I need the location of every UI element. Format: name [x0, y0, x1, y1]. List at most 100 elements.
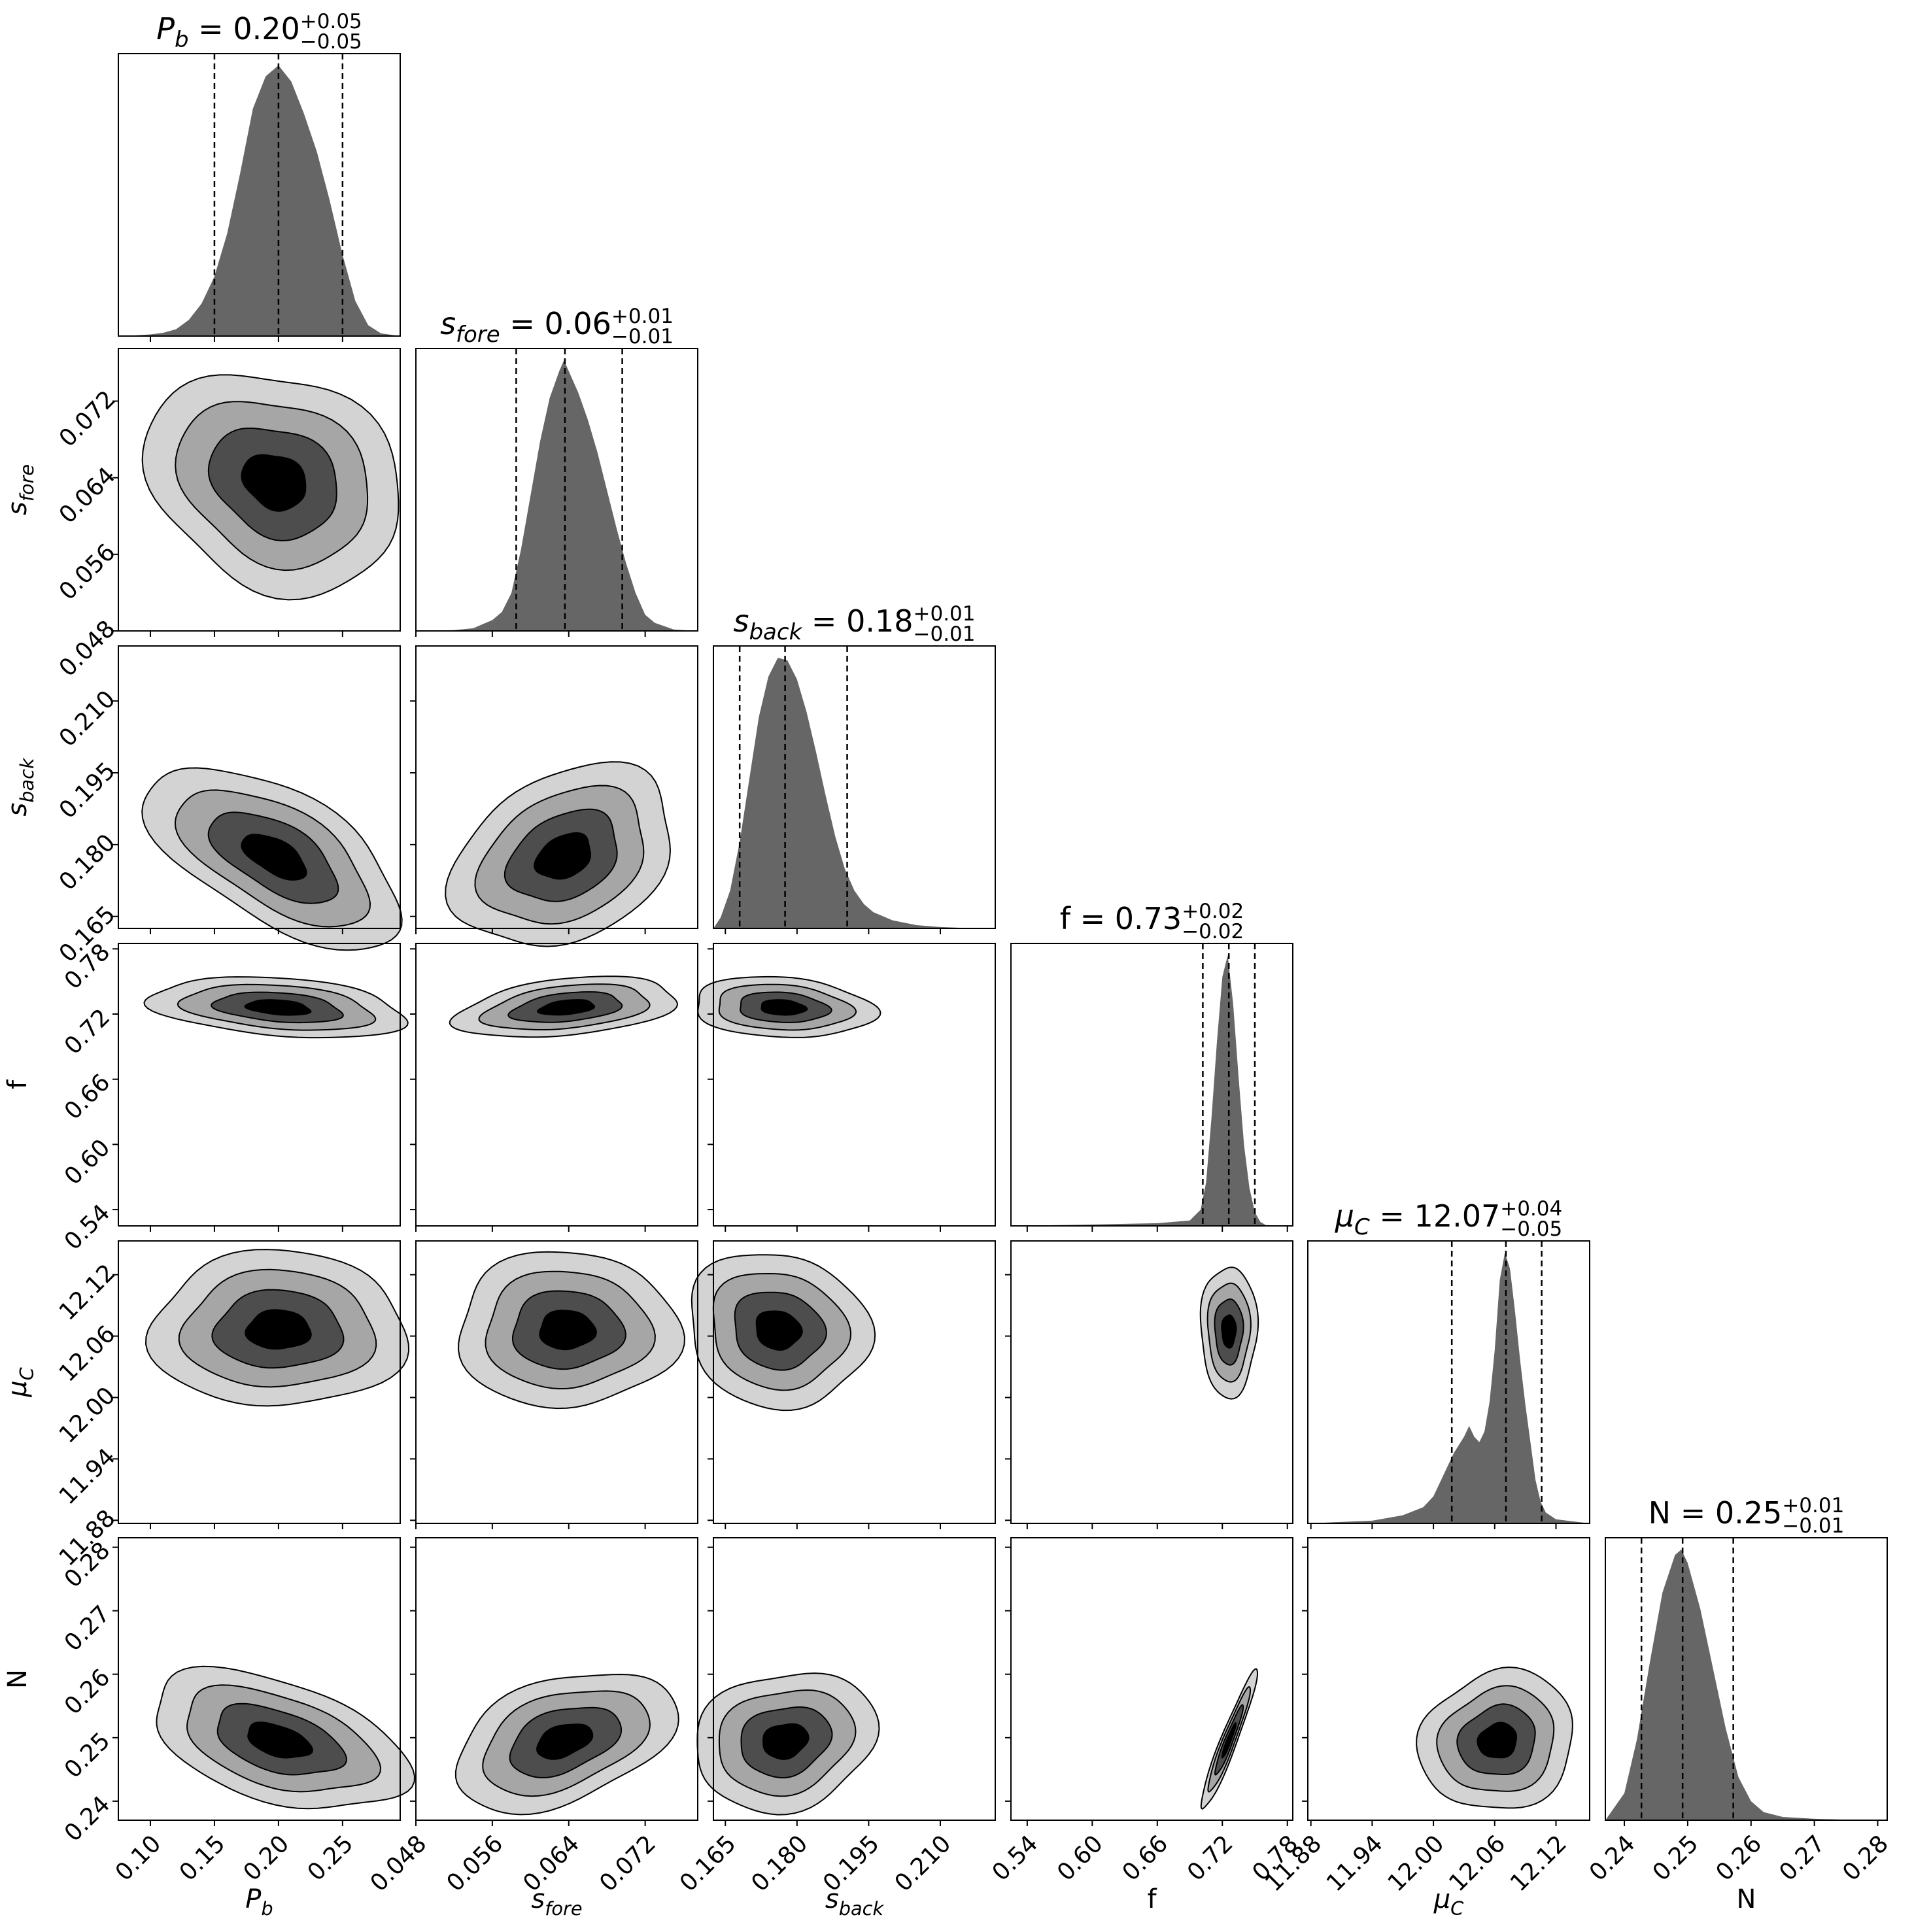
title-f: f = 0.73+0.02 [1060, 900, 1244, 936]
y-tick-label-muC: 11.94 [54, 1444, 121, 1510]
x-tick-label-sfore: 0.056 [441, 1830, 508, 1897]
x-tick-label-sfore: 0.048 [366, 1830, 432, 1897]
y-tick-label-muC: 12.00 [54, 1382, 121, 1449]
histogram-sback [713, 658, 995, 928]
x-tick-label-sback: 0.165 [675, 1830, 742, 1897]
y-tick-label-muC: 12.06 [54, 1321, 121, 1387]
x-tick-label-N: 0.24 [1584, 1830, 1641, 1886]
x-tick-label-N: 0.27 [1774, 1830, 1830, 1886]
x-tick-label-sfore: 0.072 [594, 1830, 661, 1897]
panel-frame-Pb-N [118, 1537, 401, 1821]
contour-sfore-sback-level-4 [534, 832, 592, 880]
panel-frame-muC-muC [1307, 1240, 1590, 1524]
contour-sfore-muC-level-4 [539, 1310, 597, 1351]
y-axis-label-N: N [3, 1669, 33, 1689]
panel-frame-sback-f [713, 943, 996, 1227]
y-tick-label-sfore: 0.072 [54, 386, 121, 452]
panel-frame-sfore-muC [415, 1240, 698, 1524]
x-tick-label-f: 0.60 [1052, 1830, 1108, 1886]
contour-Pb-N-level-4 [247, 1721, 313, 1759]
y-tick-label-sback: 0.195 [54, 757, 121, 824]
x-tick-label-f: 0.54 [987, 1830, 1044, 1886]
contour-Pb-sfore-level-4 [241, 454, 307, 512]
y-tick-label-sfore: 0.048 [54, 615, 121, 682]
x-tick-label-Pb: 0.15 [175, 1830, 231, 1886]
panel-frame-f-N [1010, 1537, 1293, 1821]
contour-muC-N-level-4 [1477, 1721, 1518, 1759]
panel-frame-Pb-f [118, 943, 401, 1227]
title-minus-sfore: −0.01 [611, 325, 674, 348]
y-tick-label-sback: 0.210 [54, 685, 121, 752]
x-axis-label-Pb: Pb [245, 1884, 273, 1920]
y-axis-label-sback: sback [3, 757, 38, 817]
panel-frame-N-N [1605, 1537, 1888, 1821]
x-tick-label-muC: 12.12 [1505, 1830, 1572, 1897]
histogram-muC [1308, 1253, 1590, 1523]
contour-Pb-sback-level-4 [241, 834, 307, 881]
x-axis-label-N: N [1737, 1884, 1756, 1914]
panel-frame-sback-N [713, 1537, 996, 1821]
contour-sback-muC-level-4 [755, 1310, 803, 1351]
histogram-N [1605, 1550, 1887, 1820]
panel-frame-sfore-sback [415, 645, 698, 929]
y-axis-label-f: f [3, 1079, 33, 1089]
x-tick-label-sfore: 0.064 [518, 1830, 585, 1897]
histogram-f [1011, 955, 1293, 1226]
y-tick-label-muC: 12.12 [54, 1259, 121, 1326]
panel-frame-sfore-sfore [415, 348, 698, 632]
y-tick-label-f: 0.72 [60, 1004, 116, 1060]
y-tick-label-f: 0.60 [60, 1134, 116, 1191]
y-tick-label-f: 0.66 [60, 1069, 116, 1125]
panel-frame-Pb-muC [118, 1240, 401, 1524]
x-axis-label-sback: sback [825, 1884, 885, 1920]
x-axis-label-sfore: sfore [531, 1884, 582, 1920]
y-tick-label-N: 0.27 [60, 1601, 116, 1657]
y-tick-label-sfore: 0.056 [54, 539, 121, 605]
panel-frame-muC-N [1307, 1537, 1590, 1821]
contour-f-N-level-4 [1221, 1722, 1237, 1759]
contour-f-muC-level-4 [1221, 1314, 1237, 1349]
y-axis-label-sfore: sfore [3, 464, 38, 515]
contour-sfore-f-level-4 [537, 999, 596, 1016]
title-sback: sback = 0.18+0.01 [734, 602, 976, 645]
title-Pb: Pb = 0.20+0.05 [156, 10, 362, 53]
y-tick-label-N: 0.26 [60, 1664, 116, 1720]
panel-frame-sfore-f [415, 943, 698, 1227]
title-minus-f: −0.02 [1182, 920, 1244, 943]
x-tick-label-N: 0.28 [1837, 1830, 1894, 1886]
panels [112, 53, 1888, 1826]
x-tick-label-N: 0.26 [1711, 1830, 1768, 1886]
y-tick-label-sback: 0.180 [54, 829, 121, 896]
x-tick-label-Pb: 0.10 [111, 1830, 167, 1886]
title-sfore: sfore = 0.06+0.01 [440, 305, 674, 348]
histogram-Pb [118, 65, 400, 336]
y-tick-label-f: 0.54 [60, 1199, 116, 1255]
panel-frame-Pb-Pb [118, 53, 401, 337]
x-tick-label-Pb: 0.25 [303, 1830, 359, 1886]
title-minus-muC: −0.05 [1500, 1217, 1562, 1241]
histogram-sfore [416, 360, 698, 631]
contour-Pb-f-level-4 [244, 999, 312, 1016]
x-tick-label-sback: 0.210 [890, 1830, 957, 1897]
x-tick-label-f: 0.72 [1182, 1830, 1239, 1886]
contour-sback-N-level-4 [762, 1723, 810, 1760]
y-axis-label-muC: μC [3, 1366, 38, 1397]
x-tick-label-muC: 12.06 [1444, 1830, 1511, 1897]
x-axis-label-f: f [1147, 1884, 1157, 1914]
contour-Pb-muC-level-4 [245, 1309, 312, 1350]
panel-frame-f-f [1010, 943, 1293, 1227]
x-tick-label-sback: 0.180 [746, 1830, 813, 1897]
title-minus-N: −0.01 [1782, 1514, 1844, 1538]
panel-frame-Pb-sback [118, 645, 401, 929]
title-minus-Pb: −0.05 [300, 30, 362, 54]
panel-frame-sback-muC [713, 1240, 996, 1524]
x-axis-label-muC: μC [1433, 1884, 1464, 1920]
panel-frame-sfore-N [415, 1537, 698, 1821]
contour-sfore-N-level-4 [536, 1723, 594, 1760]
title-muC: μC = 12.07+0.04 [1335, 1197, 1563, 1240]
contour-sback-f-level-4 [760, 999, 808, 1016]
panel-frame-sback-sback [713, 645, 996, 929]
